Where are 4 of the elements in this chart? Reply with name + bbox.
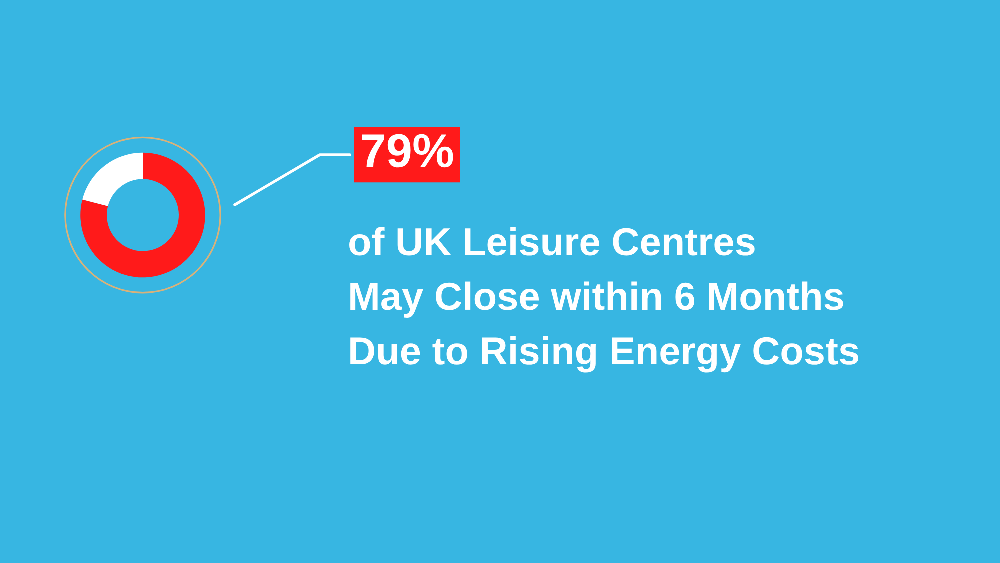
text: of UK Leisure Centres May Close within 6 Months Due to Rising Energy Costs: [350, 227, 859, 373]
data-label: 79%: [362, 134, 454, 168]
donut-slice: [82, 152, 143, 206]
donut-slice: [80, 152, 206, 278]
